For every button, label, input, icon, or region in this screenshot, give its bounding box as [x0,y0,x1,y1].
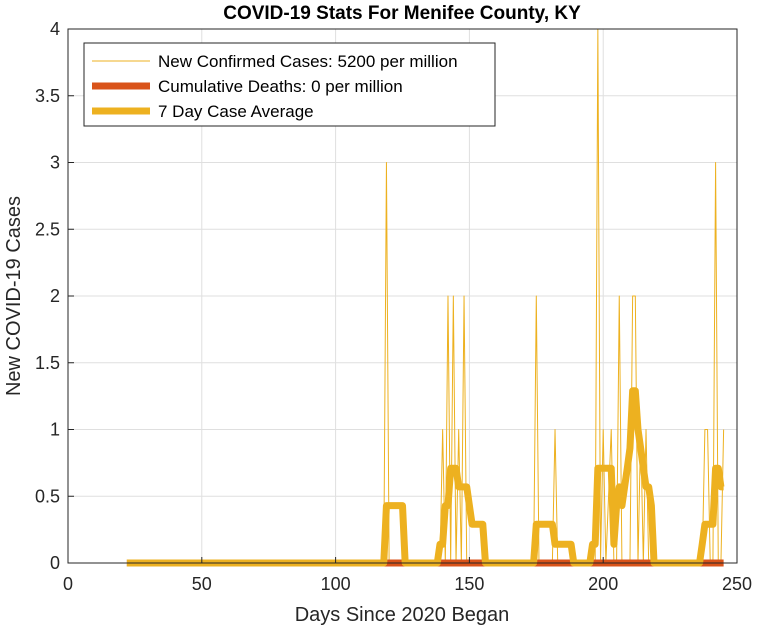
x-tick-label: 250 [722,574,752,594]
y-tick-label: 0 [50,553,60,573]
y-tick-label: 3.5 [35,86,60,106]
tick-labels: 0 50 100 150 200 250 0 0.5 1 1.5 2 2.5 3 3.5 4 [35,19,752,594]
x-tick-label: 200 [588,574,618,594]
x-axis-label: Days Since 2020 Began [295,604,510,626]
x-tick-label: 150 [454,574,484,594]
y-tick-label: 1 [50,420,60,440]
y-axis-label: New COVID-19 Cases [3,196,25,396]
x-tick-label: 100 [321,574,351,594]
legend-label-7-day-average: 7 Day Case Average [158,102,314,121]
x-tick-label: 0 [63,574,73,594]
y-tick-label: 2 [50,286,60,306]
legend-label-cumulative-deaths: Cumulative Deaths: 0 per million [158,77,403,96]
x-tick-label: 50 [192,574,212,594]
legend-label-new-cases: New Confirmed Cases: 5200 per million [158,52,458,71]
y-tick-label: 0.5 [35,486,60,506]
y-tick-label: 4 [50,19,60,39]
y-tick-label: 3 [50,153,60,173]
legend: New Confirmed Cases: 5200 per million Cu… [83,42,496,127]
y-tick-label: 2.5 [35,219,60,239]
y-tick-label: 1.5 [35,353,60,373]
chart-title: COVID-19 Stats For Menifee County, KY [223,3,581,24]
legend-box [83,42,496,127]
